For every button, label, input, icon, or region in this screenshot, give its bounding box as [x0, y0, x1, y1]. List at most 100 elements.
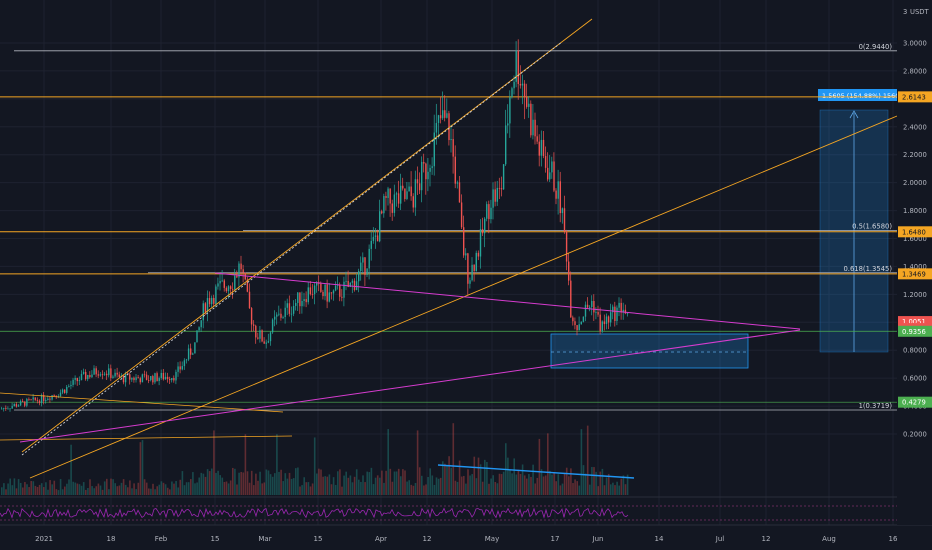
volume-bar — [435, 477, 438, 495]
volume-bar — [219, 475, 221, 495]
volume-bar — [337, 471, 339, 495]
candle-body — [34, 397, 36, 400]
volume-bar — [196, 482, 198, 495]
candle-body — [374, 235, 377, 237]
candle-body — [528, 103, 530, 107]
volume-bar — [353, 476, 356, 495]
candle-body — [519, 84, 522, 86]
volume-bar — [3, 483, 5, 495]
volume-bar — [523, 475, 526, 495]
candle-body — [523, 83, 526, 98]
volume-bar — [112, 479, 114, 495]
volume-bar — [286, 478, 289, 495]
candle-body — [240, 263, 242, 270]
volume-bar — [236, 484, 238, 495]
volume-bar — [467, 469, 469, 495]
volume-bar — [427, 477, 429, 495]
time-tick-label: 12 — [423, 535, 432, 543]
candle-body — [515, 50, 517, 82]
candle-body — [586, 304, 589, 308]
candle-body — [288, 303, 291, 314]
volume-bar — [605, 477, 608, 495]
price-tick-label: 2.2000 — [903, 151, 927, 159]
candle-body — [271, 319, 274, 333]
candle-body — [490, 207, 492, 220]
candle-body — [559, 181, 561, 214]
volume-bar — [110, 478, 112, 495]
candle-body — [129, 374, 131, 380]
candle-body — [261, 330, 263, 342]
candle-body — [570, 280, 572, 318]
volume-bar — [152, 483, 154, 495]
candle-body — [410, 186, 412, 197]
volume-bar — [328, 474, 331, 495]
volume-bar — [295, 468, 297, 495]
volume-bar — [78, 484, 81, 495]
volume-bar — [215, 472, 217, 495]
candle-body — [612, 306, 614, 313]
candle-body — [166, 376, 169, 380]
candle-body — [183, 360, 186, 367]
candle-body — [221, 280, 223, 282]
volume-bar — [442, 461, 444, 495]
candle-body — [292, 305, 295, 314]
volume-bar — [544, 475, 547, 495]
candle-body — [450, 139, 452, 141]
candle-body — [622, 309, 624, 313]
volume-bar — [421, 475, 423, 495]
volume-bar — [620, 478, 623, 495]
candle-body — [200, 320, 202, 328]
candle-body — [345, 280, 347, 282]
volume-bar — [559, 485, 562, 495]
volume-bar — [576, 481, 578, 495]
time-axis: 2021 18 Feb 15 Mar 15 Apr 12 May 17 Jun 14 Jul 12 Aug 1… — [35, 535, 898, 543]
candle-body — [101, 374, 104, 376]
candle-body — [282, 317, 284, 318]
volume-bar — [513, 458, 515, 495]
volume-bar — [446, 465, 448, 495]
candle-body — [452, 139, 454, 157]
candle-body — [370, 240, 372, 249]
candle-body — [498, 187, 501, 189]
volume-bar — [532, 464, 534, 495]
volume-bar — [412, 485, 415, 495]
candle-body — [593, 301, 595, 313]
volume-bar — [519, 473, 522, 495]
candle-body — [24, 401, 26, 406]
volume-bar — [175, 481, 177, 495]
candle-body — [536, 136, 538, 142]
candle-body — [85, 371, 87, 380]
volume-bar — [343, 475, 345, 495]
volume-bar — [15, 488, 18, 495]
volume-bar — [551, 474, 553, 495]
candle-body — [116, 372, 118, 375]
volume-bar — [255, 473, 257, 495]
volume-bar — [221, 477, 224, 495]
candle-body — [219, 280, 221, 284]
candle-body — [148, 380, 150, 381]
candle-body — [301, 300, 303, 307]
candle-body — [355, 281, 358, 290]
candle-body — [328, 292, 330, 302]
time-tick-label: Apr — [375, 535, 387, 543]
volume-bar — [49, 480, 51, 495]
candle-body — [70, 384, 72, 387]
volume-bar — [303, 477, 305, 495]
candle-body — [334, 285, 337, 291]
candle-body — [418, 183, 421, 191]
candle-body — [475, 252, 477, 272]
time-tick-label: 14 — [655, 535, 664, 543]
candle-body — [437, 115, 440, 123]
candle-body — [400, 185, 402, 204]
grid — [0, 0, 897, 525]
candle-body — [187, 348, 190, 360]
volume-bar — [225, 481, 228, 495]
candle-body — [316, 282, 318, 286]
volume-bar — [122, 479, 125, 495]
candle-body — [385, 196, 387, 198]
candle-body — [351, 280, 354, 283]
volume-bar — [553, 472, 555, 495]
candle-body — [91, 374, 93, 378]
